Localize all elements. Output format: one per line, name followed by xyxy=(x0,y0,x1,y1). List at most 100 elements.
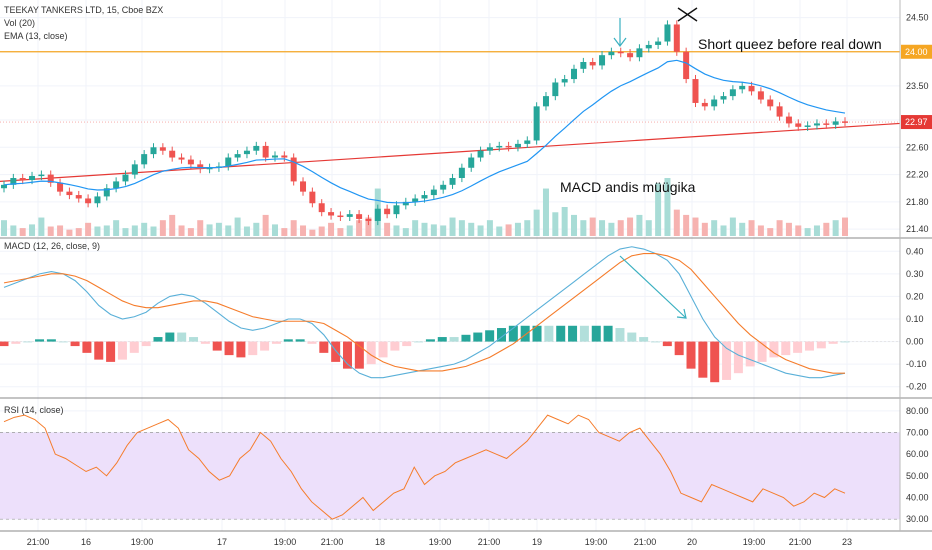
volume-bar xyxy=(215,222,222,236)
volume-bar xyxy=(38,217,45,236)
macd-histogram-bar xyxy=(425,339,435,342)
macd-histogram-bar xyxy=(437,337,447,342)
macd-histogram-bar xyxy=(449,337,459,342)
macd-line xyxy=(3,246,846,379)
volume-bar xyxy=(384,222,391,236)
volume-bar xyxy=(365,217,372,236)
volume-bar xyxy=(430,224,437,236)
volume-bar xyxy=(318,226,325,236)
volume-bar xyxy=(720,225,727,236)
macd-histogram-bar xyxy=(414,341,424,343)
price-pane[interactable] xyxy=(0,20,901,236)
y-tick-label: 0.30 xyxy=(906,269,924,279)
macd-histogram-bar xyxy=(710,341,720,383)
volume-bar xyxy=(85,222,92,236)
candle xyxy=(337,215,344,218)
candle xyxy=(599,55,606,66)
volume-bar xyxy=(552,212,559,236)
volume-bar xyxy=(748,220,755,236)
candle xyxy=(468,157,475,168)
macd-histogram-bar xyxy=(461,334,471,342)
macd-histogram-bar xyxy=(70,341,80,347)
rsi-label: RSI (14, close) xyxy=(4,405,64,415)
volume-bar xyxy=(832,220,839,236)
candle xyxy=(29,175,36,181)
macd-histogram-bar xyxy=(532,325,542,342)
macd-label: MACD (12, 26, close, 9) xyxy=(4,241,100,251)
volume-bar xyxy=(169,214,176,236)
candle xyxy=(720,96,727,100)
rsi-pane[interactable] xyxy=(0,414,900,520)
x-tick-label: 16 xyxy=(81,537,91,547)
candle xyxy=(159,147,166,151)
candle xyxy=(804,125,811,127)
volume-bar xyxy=(608,222,615,236)
candle xyxy=(842,121,848,123)
candle xyxy=(813,123,820,126)
macd-histogram-bar xyxy=(402,341,412,347)
candle xyxy=(131,164,138,175)
macd-pane[interactable] xyxy=(0,246,900,383)
volume-bar xyxy=(103,225,110,236)
volume-bar xyxy=(159,220,166,236)
volume-bar xyxy=(412,220,419,236)
candle xyxy=(580,62,587,69)
volume-bar xyxy=(804,228,811,236)
macd-histogram-bar xyxy=(674,341,684,356)
candle xyxy=(309,191,316,204)
volume-bar xyxy=(533,209,540,236)
volume-bar xyxy=(571,214,578,236)
candle xyxy=(365,218,372,221)
candle xyxy=(421,195,428,199)
candle xyxy=(449,178,456,185)
candle xyxy=(328,212,335,216)
candle xyxy=(617,51,624,54)
volume-bar xyxy=(206,224,213,236)
volume-bar xyxy=(692,217,699,236)
candle xyxy=(19,178,26,181)
macd-histogram-bar xyxy=(271,341,281,344)
macd-histogram-bar xyxy=(378,341,388,358)
candle xyxy=(225,157,232,167)
candle xyxy=(85,198,92,204)
candle xyxy=(533,106,540,141)
macd-histogram-bar xyxy=(343,341,353,369)
candle xyxy=(673,24,680,52)
macd-histogram-bar xyxy=(224,341,234,356)
volume-bar xyxy=(393,225,400,236)
macd-histogram-bar xyxy=(94,341,104,360)
candle xyxy=(627,53,634,58)
cross-mark-annotation xyxy=(677,7,698,22)
volume-bar xyxy=(243,226,250,236)
y-tick-label: 0.10 xyxy=(906,314,924,324)
volume-bar xyxy=(813,225,820,236)
volume-bar xyxy=(346,225,353,236)
y-tick-label: 30.00 xyxy=(906,514,929,524)
macd-histogram-bar xyxy=(568,325,578,342)
macd-histogram-bar xyxy=(650,341,660,343)
volume-bar xyxy=(729,217,736,236)
volume-bar xyxy=(542,188,549,236)
x-tick-label: 21:00 xyxy=(634,537,657,547)
macd-histogram-bar xyxy=(816,341,826,349)
volume-bar xyxy=(477,225,484,236)
macd-histogram-bar xyxy=(781,341,791,356)
macd-histogram-bar xyxy=(627,332,637,342)
candle xyxy=(300,181,307,192)
candle xyxy=(66,191,73,196)
candle xyxy=(94,196,101,204)
volume-bar xyxy=(253,222,260,236)
volume-bar xyxy=(440,225,447,236)
volume-bar xyxy=(589,217,596,236)
macd-histogram-bar xyxy=(46,339,56,342)
macd-histogram-bar xyxy=(141,341,151,347)
volume-bar xyxy=(57,225,64,236)
macd-histogram-bar xyxy=(390,341,400,351)
candle xyxy=(571,68,578,80)
volume-bar xyxy=(234,217,241,236)
volume-bar xyxy=(75,228,82,236)
y-tick-label: -0.10 xyxy=(906,359,927,369)
macd-histogram-bar xyxy=(366,341,376,365)
y-tick-label: 22.60 xyxy=(906,142,929,152)
